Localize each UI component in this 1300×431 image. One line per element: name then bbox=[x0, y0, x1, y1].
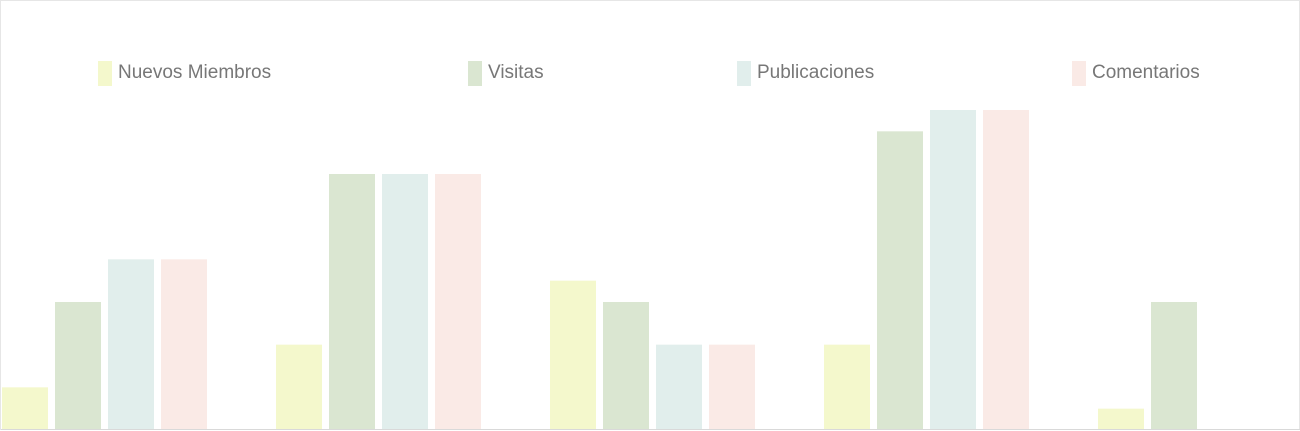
bar-comentarios-3[interactable] bbox=[709, 344, 755, 430]
legend-item-publicaciones[interactable]: Publicaciones bbox=[737, 59, 874, 87]
bar-publicaciones-4[interactable] bbox=[930, 110, 976, 430]
legend-label-visitas: Visitas bbox=[488, 62, 544, 83]
legend-swatch-comentarios bbox=[1072, 60, 1086, 86]
bar-publicaciones-1[interactable] bbox=[108, 259, 154, 430]
bar-publicaciones-2[interactable] bbox=[382, 174, 428, 430]
bar-visitas-5[interactable] bbox=[1151, 302, 1197, 430]
legend-item-visitas[interactable]: Visitas bbox=[468, 59, 544, 87]
legend-label-publicaciones: Publicaciones bbox=[757, 62, 875, 83]
legend-item-nuevos-miembros[interactable]: Nuevos Miembros bbox=[98, 59, 271, 87]
legend-label-nuevos-miembros: Nuevos Miembros bbox=[118, 62, 272, 83]
bar-visitas-4[interactable] bbox=[877, 131, 923, 431]
legend-swatch-visitas bbox=[468, 60, 482, 86]
chart-legend: Nuevos Miembros Visitas Publicaciones Co… bbox=[1, 59, 1300, 87]
bar-nuevos-miembros-2[interactable] bbox=[276, 344, 322, 430]
bar-visitas-3[interactable] bbox=[603, 302, 649, 430]
legend-swatch-publicaciones bbox=[737, 60, 751, 86]
legend-label-comentarios: Comentarios bbox=[1092, 62, 1200, 83]
bar-visitas-2[interactable] bbox=[329, 174, 375, 430]
bar-nuevos-miembros-1[interactable] bbox=[2, 387, 48, 430]
bars-layer bbox=[2, 110, 1197, 431]
legend-swatch-nuevos-miembros bbox=[98, 60, 112, 86]
bar-nuevos-miembros-4[interactable] bbox=[824, 344, 870, 430]
bar-nuevos-miembros-3[interactable] bbox=[550, 280, 596, 430]
bar-publicaciones-3[interactable] bbox=[656, 344, 702, 430]
bar-nuevos-miembros-5[interactable] bbox=[1098, 408, 1144, 430]
bar-comentarios-1[interactable] bbox=[161, 259, 207, 430]
bar-visitas-1[interactable] bbox=[55, 302, 101, 430]
bar-comentarios-2[interactable] bbox=[435, 174, 481, 430]
bar-comentarios-4[interactable] bbox=[983, 110, 1029, 430]
legend-item-comentarios[interactable]: Comentarios bbox=[1072, 59, 1200, 87]
